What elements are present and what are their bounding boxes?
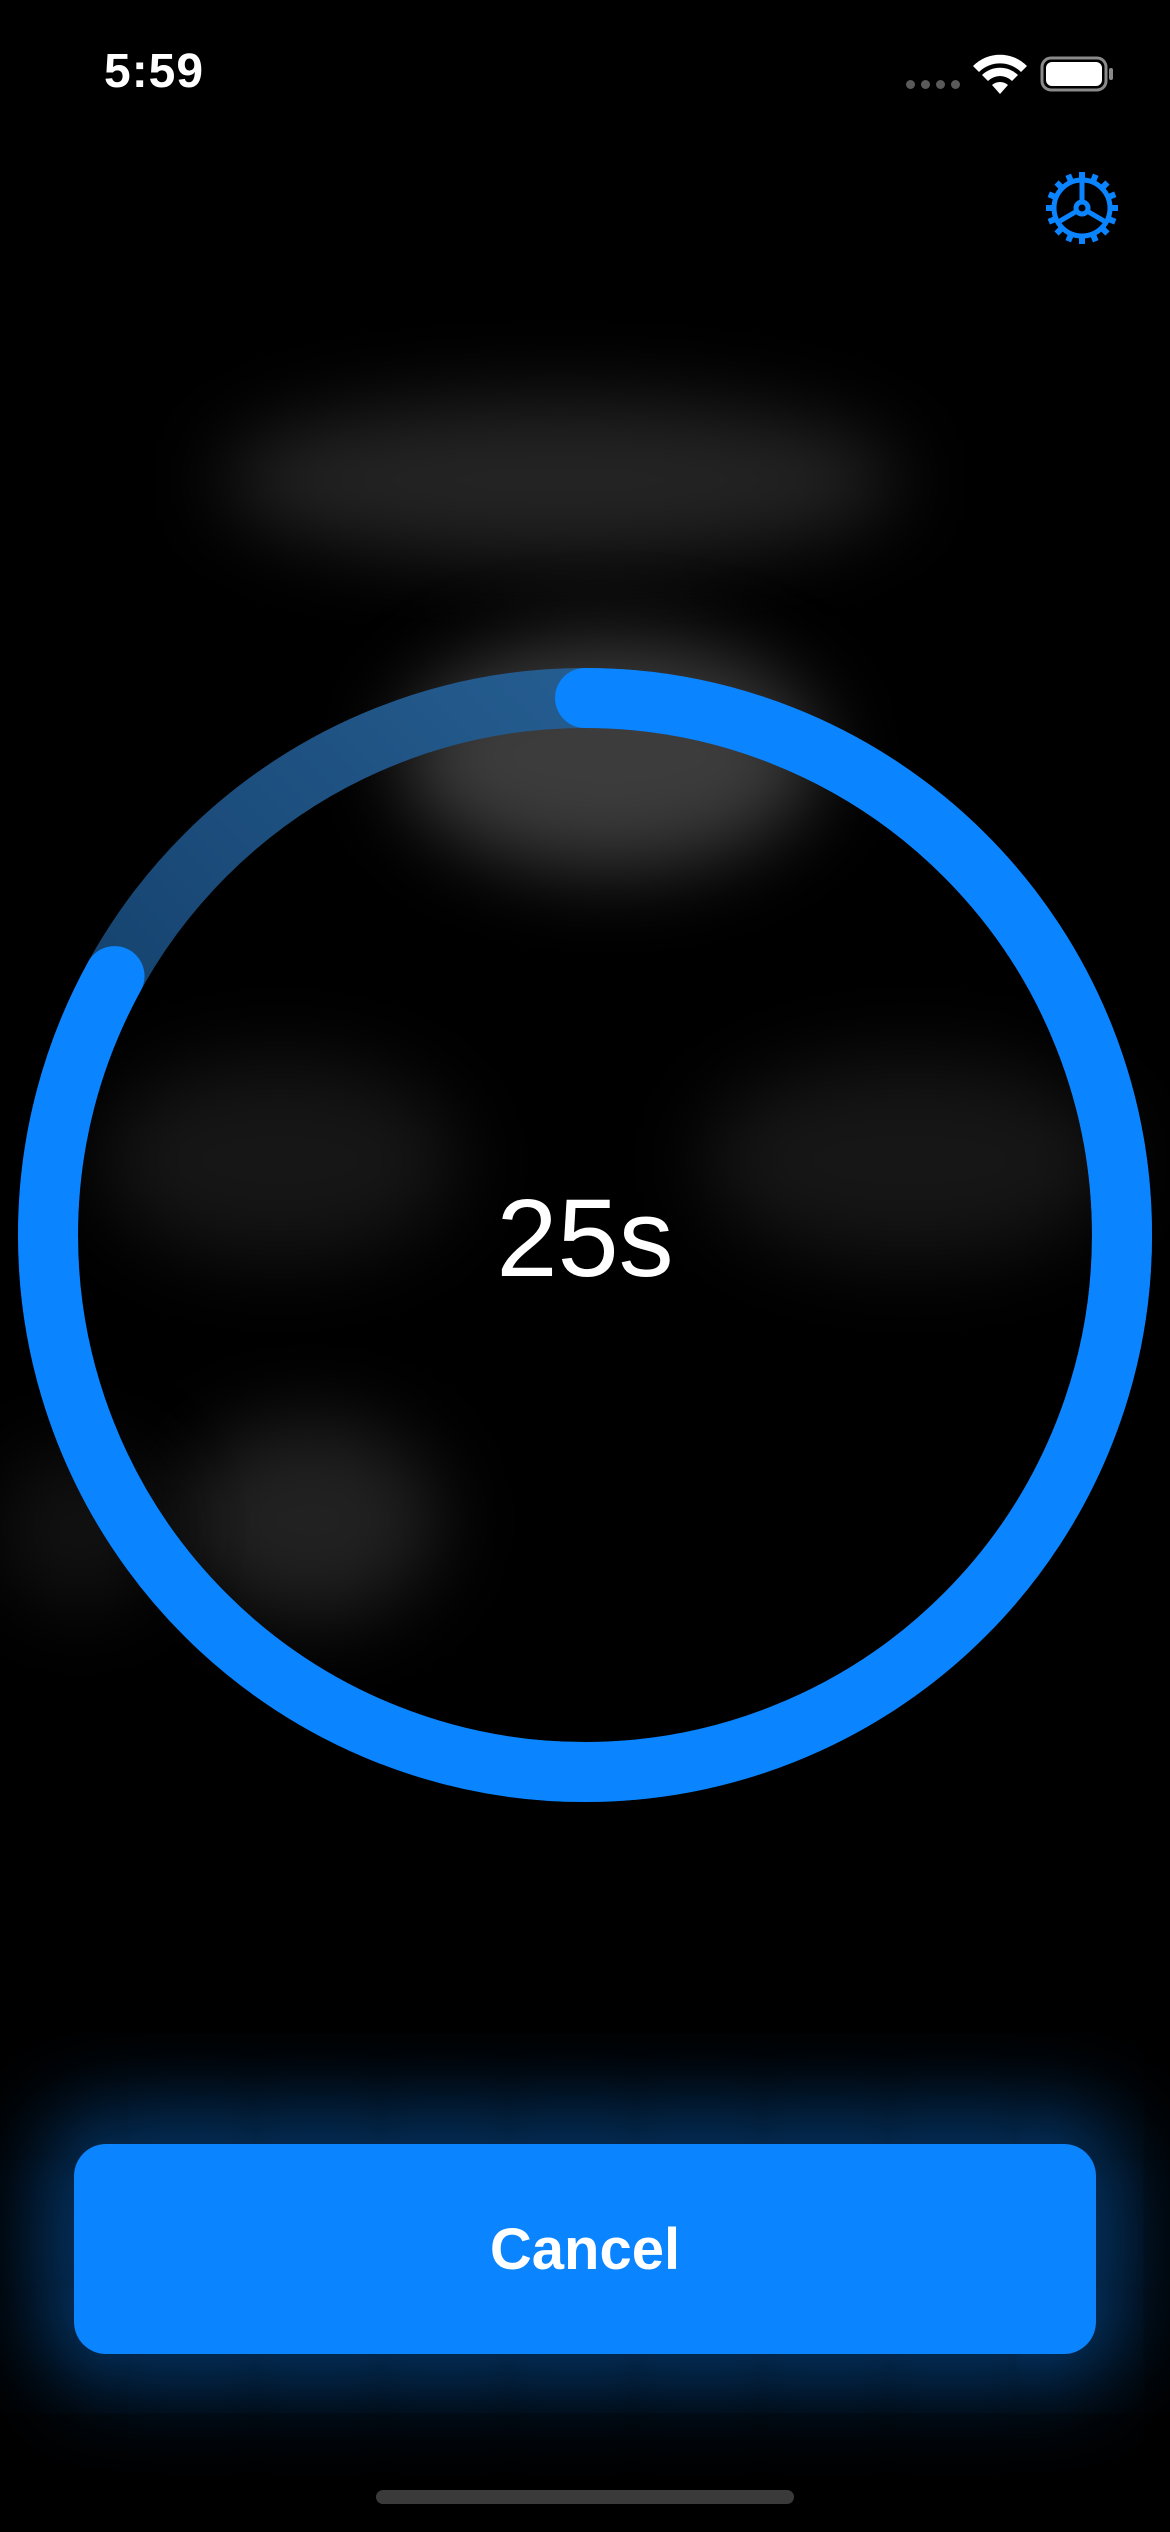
battery-icon [1040, 56, 1113, 92]
timer-progress-ring [18, 668, 1152, 1802]
wifi-icon [973, 54, 1027, 94]
timer-remaining-label: 25s [496, 1177, 674, 1300]
timer-progress-arc [18, 668, 1152, 1802]
status-time: 5:59 [104, 45, 205, 98]
gear-icon [1046, 172, 1118, 244]
background-blob [220, 400, 900, 560]
status-bar: 5:59 [0, 0, 1170, 150]
settings-button[interactable] [1042, 168, 1122, 248]
cancel-button[interactable]: Cancel [74, 2144, 1096, 2354]
cellular-signal-icon [906, 80, 960, 92]
home-indicator[interactable] [376, 2490, 794, 2504]
